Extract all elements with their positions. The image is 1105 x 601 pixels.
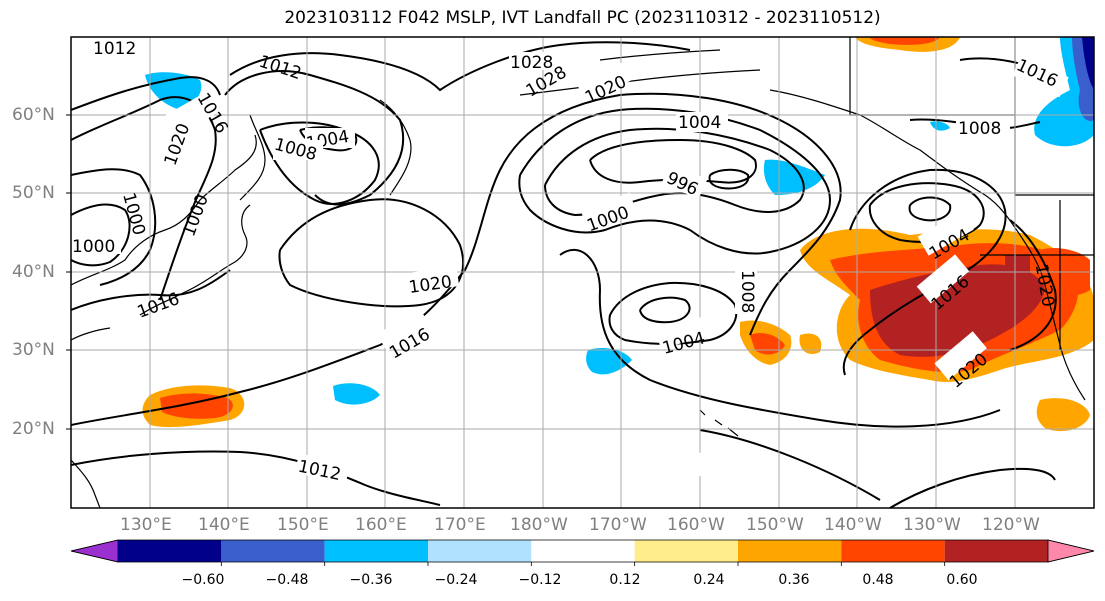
lon-label: 120°W bbox=[982, 515, 1040, 535]
contour-label: 1000 bbox=[179, 192, 213, 239]
lat-label: 60°N bbox=[12, 105, 55, 125]
lon-label: 180°W bbox=[510, 515, 568, 535]
colorbar-tick-label: −0.36 bbox=[349, 572, 393, 588]
colorbar bbox=[70, 539, 1095, 566]
colorbar-tick-label: −0.60 bbox=[181, 572, 225, 588]
colorbar-tick-label: 0.48 bbox=[862, 572, 894, 588]
colorbar-tick-label: −0.48 bbox=[265, 572, 309, 588]
lon-label: 170°W bbox=[589, 515, 647, 535]
colorbar-segment bbox=[221, 540, 325, 562]
colorbar-tick-label: 0.24 bbox=[693, 572, 725, 588]
colorbar-extend-low bbox=[70, 539, 119, 563]
colorbar-segment bbox=[841, 540, 945, 562]
contour-label: 1028 bbox=[510, 53, 553, 73]
contour-label: 1000 bbox=[72, 237, 115, 257]
lon-label: 130°W bbox=[903, 515, 961, 535]
colorbar-tick-label: 0.12 bbox=[609, 572, 641, 588]
contour-label: 1012 bbox=[93, 39, 136, 59]
colorbar-segment bbox=[531, 540, 635, 562]
contour-label: 1012 bbox=[296, 457, 342, 486]
colorbar-tick-label: −0.24 bbox=[434, 572, 478, 588]
lat-label: 40°N bbox=[12, 262, 55, 282]
lat-label: 50°N bbox=[12, 183, 55, 203]
colorbar-segment bbox=[944, 540, 1048, 562]
lon-label: 150°W bbox=[746, 515, 804, 535]
colorbar-segment bbox=[738, 540, 842, 562]
ivt-positive-shading bbox=[142, 37, 1094, 432]
colorbar-outline bbox=[70, 539, 1095, 563]
contour-label: 1008 bbox=[958, 119, 1001, 139]
contour-label: 1004 bbox=[678, 113, 721, 133]
lon-label: 140°E bbox=[198, 515, 250, 535]
contour-label: 1000 bbox=[118, 191, 149, 238]
axis-ticks bbox=[66, 114, 71, 430]
contour-label: 1012 bbox=[256, 52, 303, 84]
colorbar-segment bbox=[428, 540, 532, 562]
contour-label: 1020 bbox=[161, 121, 195, 168]
lon-label: 150°E bbox=[277, 515, 329, 535]
lon-label: 160°E bbox=[355, 515, 407, 535]
colorbar-tick-label: 0.60 bbox=[946, 572, 978, 588]
lat-label: 20°N bbox=[12, 419, 55, 439]
colorbar-segment bbox=[118, 540, 222, 562]
colorbar-segment bbox=[634, 540, 738, 562]
lon-label: 170°E bbox=[434, 515, 486, 535]
lat-label: 30°N bbox=[12, 340, 55, 360]
contour-label: 1008 bbox=[737, 270, 757, 313]
colorbar-extend-high bbox=[1047, 539, 1095, 563]
map-title: 2023103112 F042 MSLP, IVT Landfall PC (2… bbox=[284, 8, 881, 28]
lon-label: 130°E bbox=[120, 515, 172, 535]
colorbar-segment bbox=[324, 540, 428, 562]
colorbar-tick-label: −0.12 bbox=[518, 572, 562, 588]
lon-label: 140°W bbox=[824, 515, 882, 535]
lon-label: 160°W bbox=[667, 515, 725, 535]
colorbar-tick-label: 0.36 bbox=[778, 572, 810, 588]
